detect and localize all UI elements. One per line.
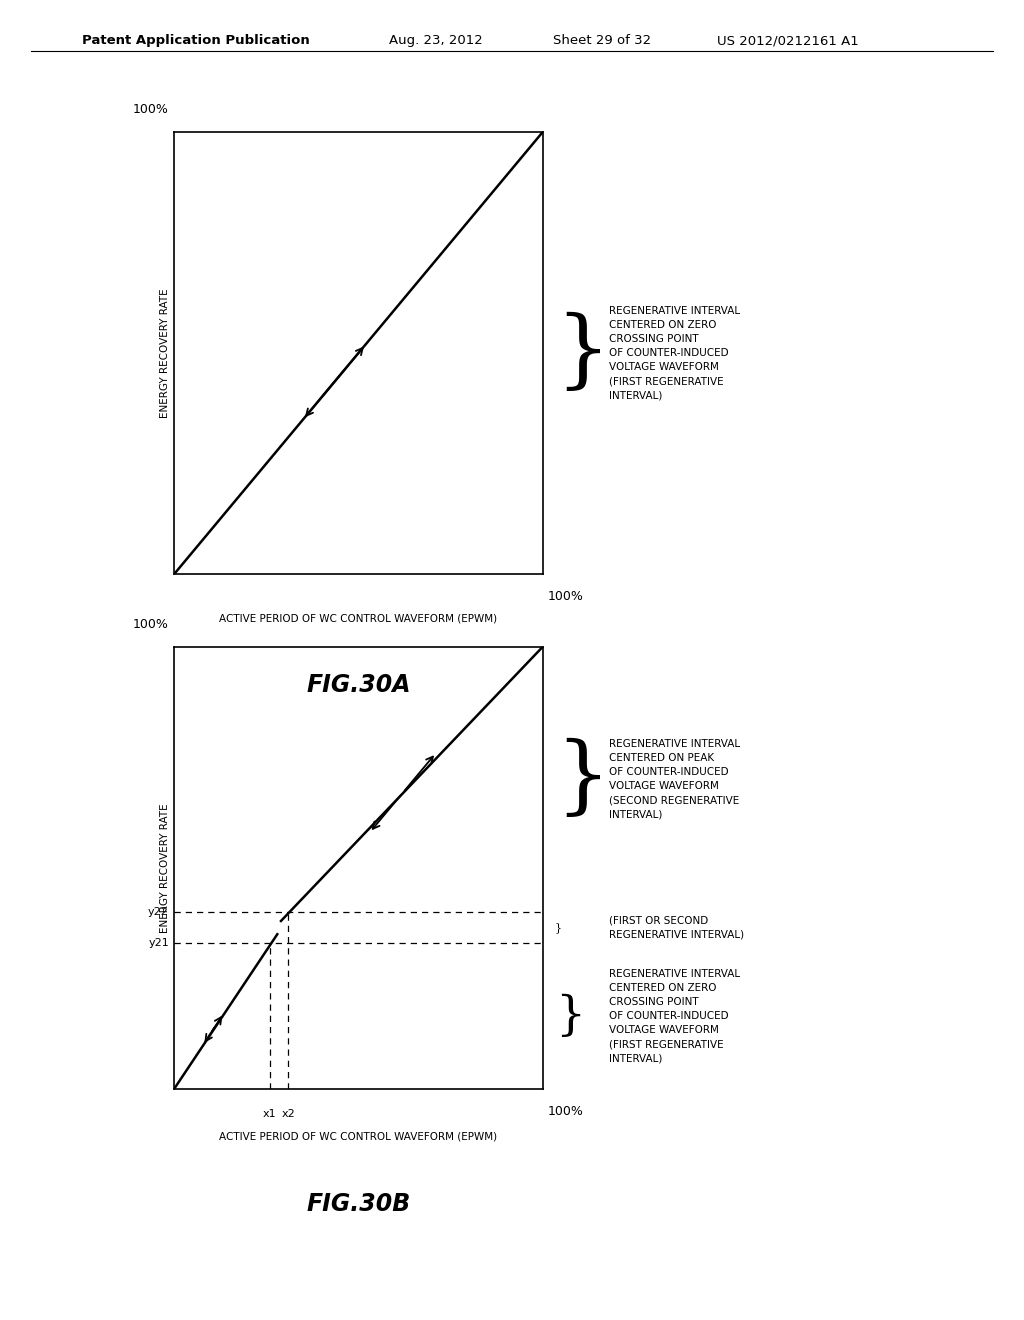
Text: Sheet 29 of 32: Sheet 29 of 32 bbox=[553, 34, 651, 48]
Text: }: } bbox=[555, 738, 609, 821]
Text: ACTIVE PERIOD OF WC CONTROL WAVEFORM (EPWM): ACTIVE PERIOD OF WC CONTROL WAVEFORM (EP… bbox=[219, 1131, 498, 1142]
Text: 100%: 100% bbox=[548, 590, 584, 603]
Text: FIG.30B: FIG.30B bbox=[306, 1192, 411, 1216]
Text: }: } bbox=[555, 923, 562, 933]
Text: Patent Application Publication: Patent Application Publication bbox=[82, 34, 309, 48]
Text: (FIRST OR SECOND
REGENERATIVE INTERVAL): (FIRST OR SECOND REGENERATIVE INTERVAL) bbox=[609, 916, 744, 940]
Text: x2: x2 bbox=[282, 1109, 295, 1119]
Text: x1: x1 bbox=[263, 1109, 276, 1119]
Text: }: } bbox=[555, 312, 609, 395]
Text: 100%: 100% bbox=[548, 1105, 584, 1118]
Text: REGENERATIVE INTERVAL
CENTERED ON ZERO
CROSSING POINT
OF COUNTER-INDUCED
VOLTAGE: REGENERATIVE INTERVAL CENTERED ON ZERO C… bbox=[609, 306, 740, 400]
Text: REGENERATIVE INTERVAL
CENTERED ON PEAK
OF COUNTER-INDUCED
VOLTAGE WAVEFORM
(SECO: REGENERATIVE INTERVAL CENTERED ON PEAK O… bbox=[609, 739, 740, 820]
Text: REGENERATIVE INTERVAL
CENTERED ON ZERO
CROSSING POINT
OF COUNTER-INDUCED
VOLTAGE: REGENERATIVE INTERVAL CENTERED ON ZERO C… bbox=[609, 969, 740, 1063]
Text: FIG.30A: FIG.30A bbox=[306, 673, 411, 697]
Text: y22: y22 bbox=[148, 907, 169, 917]
Text: 100%: 100% bbox=[133, 103, 169, 116]
Text: ACTIVE PERIOD OF WC CONTROL WAVEFORM (EPWM): ACTIVE PERIOD OF WC CONTROL WAVEFORM (EP… bbox=[219, 614, 498, 624]
Text: Aug. 23, 2012: Aug. 23, 2012 bbox=[389, 34, 483, 48]
Text: }: } bbox=[555, 994, 585, 1039]
Text: 100%: 100% bbox=[133, 618, 169, 631]
Y-axis label: ENERGY RECOVERY RATE: ENERGY RECOVERY RATE bbox=[160, 803, 170, 933]
Y-axis label: ENERGY RECOVERY RATE: ENERGY RECOVERY RATE bbox=[160, 288, 170, 418]
Text: US 2012/0212161 A1: US 2012/0212161 A1 bbox=[717, 34, 858, 48]
Text: y21: y21 bbox=[148, 939, 169, 948]
